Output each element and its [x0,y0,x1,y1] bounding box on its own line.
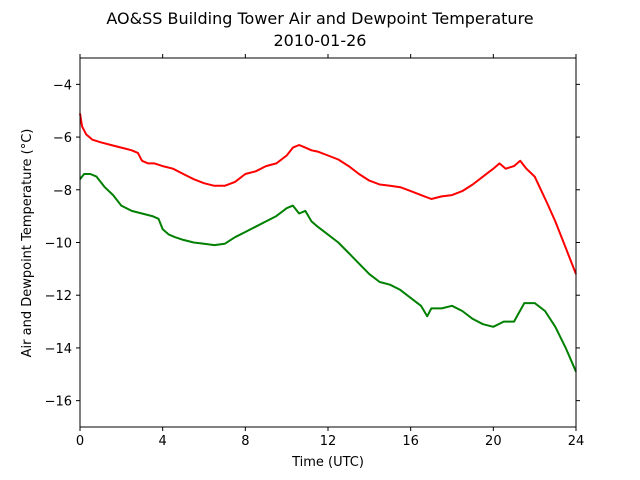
x-tick-label: 0 [76,434,84,449]
y-axis-label: Air and Dewpoint Temperature (°C) [20,129,35,358]
y-tick-label: −14 [45,342,72,357]
plot-frame [79,57,577,428]
series-line-2 [79,173,577,373]
series-line-1 [79,113,577,275]
y-tick-label: −16 [45,395,72,410]
x-axis: 0 4 8 12 16 20 24 [76,54,584,449]
x-tick-label: 24 [568,434,585,449]
chart-title-line2: 2010-01-26 [274,31,367,50]
y-tick-label: −6 [53,131,72,146]
y-tick-label: −10 [45,237,72,252]
y-tick-label: −8 [53,184,72,199]
x-axis-label: Time (UTC) [291,455,364,470]
y-axis: −16 −14 −12 −10 −8 −6 −4 [45,78,580,410]
chart-title-line1: AO&SS Building Tower Air and Dewpoint Te… [106,9,533,28]
x-tick-label: 4 [159,434,167,449]
x-tick-label: 16 [402,434,419,449]
y-tick-label: −12 [45,289,72,304]
x-tick-label: 12 [320,434,337,449]
y-tick-label: −4 [53,78,72,93]
plot-area [79,113,577,373]
x-tick-label: 20 [485,434,502,449]
x-tick-label: 8 [241,434,249,449]
